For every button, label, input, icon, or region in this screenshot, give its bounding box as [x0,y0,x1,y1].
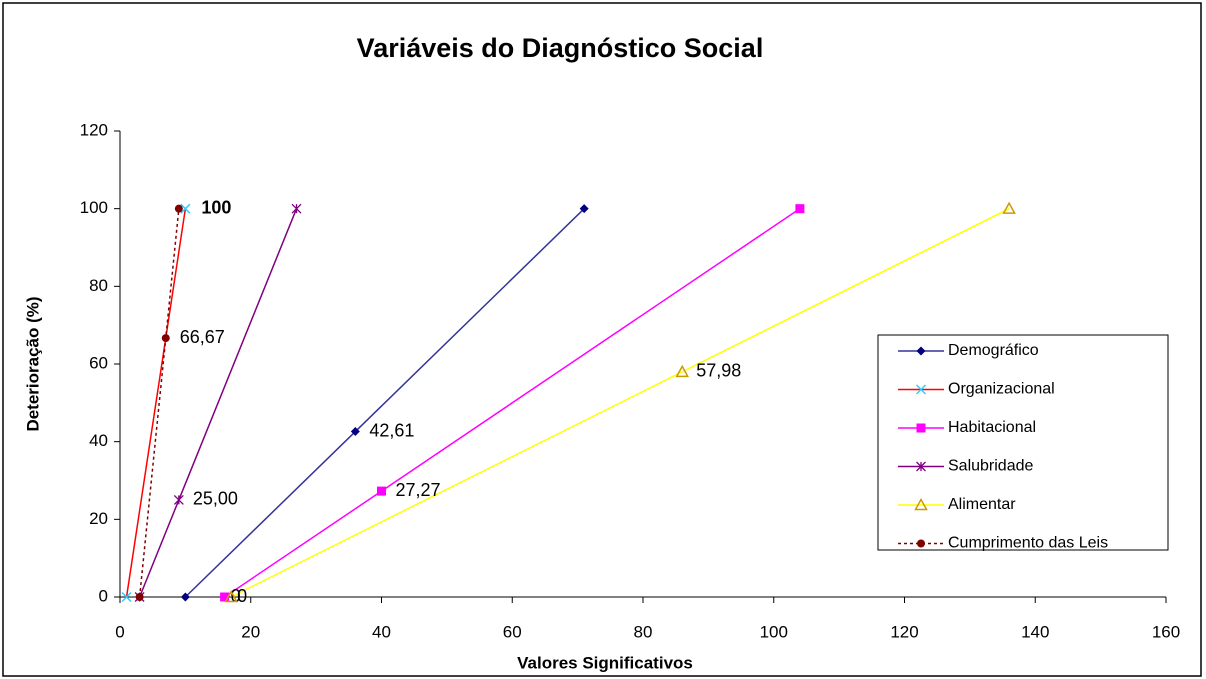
point-marker [916,461,926,472]
point-marker [917,539,925,548]
marker-shape [675,364,689,378]
point-marker [1002,201,1016,214]
point-marker [675,364,689,378]
data-label: 66,67 [180,327,225,347]
x-tick-label: 120 [890,622,918,641]
marker-shape [795,204,805,214]
marker-shape [350,427,360,437]
marker-shape [914,497,928,511]
legend-label: Alimentar [948,496,1016,513]
legend-label: Demográfico [948,342,1039,359]
y-tick-label: 40 [89,431,108,450]
point-marker [180,592,190,602]
marker-shape [377,486,386,496]
x-tick-label: 80 [634,622,653,641]
x-tick-label: 140 [1021,622,1049,641]
x-tick-label: 20 [241,622,260,641]
point-marker [291,203,302,214]
marker-shape [916,346,926,356]
marker-shape [180,592,190,602]
y-tick-label: 80 [89,276,108,295]
marker-shape [180,203,191,214]
y-tick-label: 120 [80,120,108,139]
data-label: 25,00 [193,489,238,509]
y-tick-label: 100 [80,198,108,217]
marker-shape [915,384,927,395]
legend-box [877,334,1169,551]
x-tick-label: 160 [1152,622,1180,641]
point-marker [579,204,589,214]
point-marker [174,204,183,213]
point-marker [161,334,170,343]
data-label: 100 [201,197,231,217]
marker-shape [121,591,132,603]
x-tick-label: 60 [503,622,522,641]
point-marker [377,486,386,496]
x-tick-label: 0 [115,622,124,641]
marker-shape [1002,201,1016,214]
point-marker [180,203,191,214]
series-line [125,208,187,598]
point-marker [135,593,144,601]
point-marker [914,497,928,511]
marker-shape [917,539,925,548]
point-marker [915,384,927,395]
marker-shape [173,494,184,505]
point-marker [173,494,184,505]
y-tick-label: 0 [99,586,108,605]
y-tick-label: 20 [89,509,108,528]
data-label: 42,61 [369,420,414,440]
y-tick-label: 60 [89,353,108,372]
x-tick-label: 100 [760,622,788,641]
marker-shape [174,204,183,213]
chart-title: Variáveis do Diagnóstico Social [357,33,764,63]
data-label: 27,27 [396,480,441,500]
point-marker [916,423,926,433]
legend-label: Cumprimento das Leis [948,535,1108,552]
legend-label: Organizacional [948,381,1055,398]
x-tick-label: 40 [372,622,391,641]
marker-shape [579,204,589,214]
point-marker [795,204,805,214]
data-label: 0 [231,586,241,606]
series-line [230,207,1010,598]
marker-shape [291,203,302,214]
point-marker [121,591,132,603]
x-axis-label: Valores Significativos [517,653,693,672]
marker-shape [135,593,144,601]
y-axis-label: Deterioração (%) [23,296,42,431]
data-label: 0 [237,586,247,606]
marker-shape [220,592,230,602]
point-marker [350,427,360,437]
data-label: 57,98 [696,361,741,381]
legend-label: Habitacional [948,419,1036,436]
point-marker [224,589,238,603]
legend-label: Salubridade [948,458,1034,475]
marker-shape [916,423,926,433]
point-marker [916,346,926,356]
marker-shape [916,461,926,472]
point-marker [220,592,230,602]
marker-shape [224,589,238,603]
marker-shape [161,334,170,343]
